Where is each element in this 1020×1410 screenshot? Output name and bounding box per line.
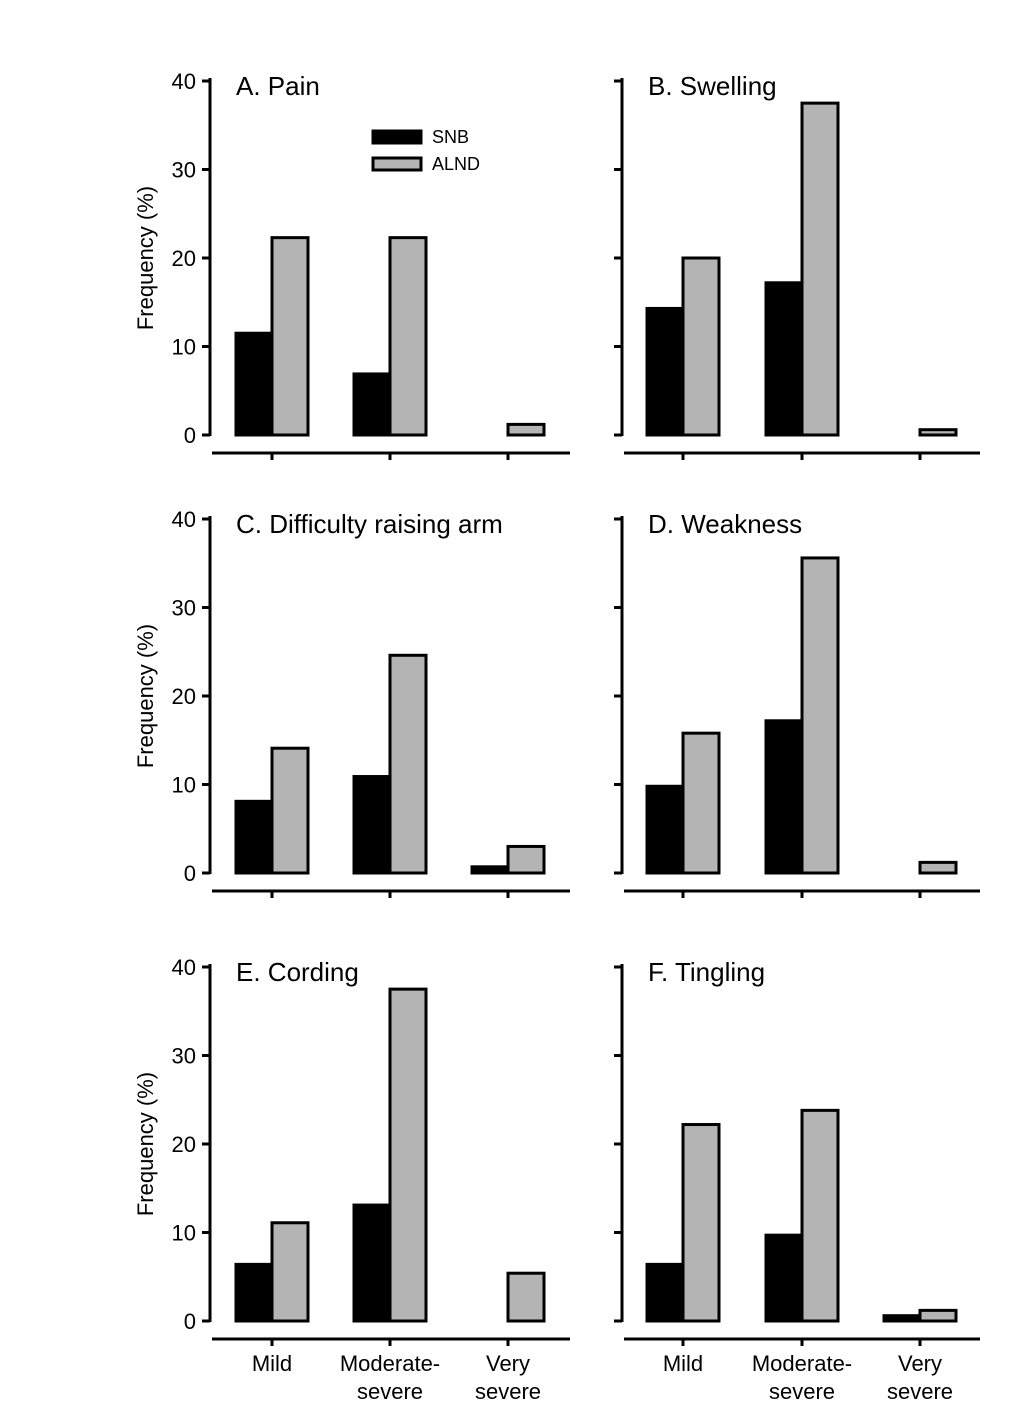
bar-alnd-mild [270,746,310,875]
bar-snb-moderate-severe [352,372,392,437]
bar-snb-mild [234,799,274,875]
y-tick-label: 10 [172,335,196,360]
y-axis-label: Frequency (%) [133,1072,158,1216]
y-tick-label: 10 [172,773,196,798]
bar-snb-moderate-severe [764,281,804,437]
bar-alnd-mild [270,1221,310,1323]
x-category-label: Moderate- [340,1351,440,1376]
bar-alnd-very-severe [506,1271,546,1323]
bar-alnd-moderate-severe [388,236,428,437]
panel-title: E. Cording [236,957,359,987]
panel-title: B. Swelling [648,71,777,101]
bar-snb-moderate-severe [352,1203,392,1323]
bar-snb-mild [645,306,685,437]
panel-A: 0 10 20 30 40 Frequency (%) A. Pain [133,69,570,460]
legend-label-snb: SNB [432,127,469,147]
bar-alnd-moderate-severe [388,987,428,1323]
bar-alnd-very-severe [506,422,546,437]
x-category-label: Very [898,1351,942,1376]
bar-snb-moderate-severe [352,775,392,875]
bar-alnd-mild [681,731,721,875]
bar-alnd-mild [681,1123,721,1323]
y-tick-label: 0 [184,861,196,886]
y-tick-label: 30 [172,158,196,183]
x-category-label: Moderate- [752,1351,852,1376]
y-tick-label: 40 [172,507,196,532]
y-tick-label: 0 [184,1309,196,1334]
bar-alnd-moderate-severe [800,1108,840,1323]
bar-snb-moderate-severe [764,719,804,875]
panel-F: F. Tingling Mild Moderate-severe Very severe [614,957,980,1404]
y-tick-label: 30 [172,1044,196,1069]
x-category-label: Very [486,1351,530,1376]
bar-alnd-mild [681,256,721,437]
panel-D: D. Weakness [614,509,980,898]
bar-snb-very-severe [470,865,510,875]
x-category-label: severe [475,1379,541,1404]
x-category-label: severe [769,1379,835,1404]
panel-title: F. Tingling [648,957,765,987]
panel-title: D. Weakness [648,509,802,539]
y-tick-label: 20 [172,684,196,709]
legend-label-alnd: ALND [432,154,480,174]
legend: SNB ALND [371,127,480,174]
y-tick-label: 40 [172,955,196,980]
y-tick-label: 40 [172,69,196,94]
y-tick-label: 0 [184,423,196,448]
bar-snb-mild [234,1262,274,1323]
panel-title: A. Pain [236,71,320,101]
bar-alnd-very-severe [506,844,546,875]
bar-alnd-moderate-severe [388,653,428,875]
x-category-label: Mild [663,1351,703,1376]
legend-swatch-alnd [371,156,423,172]
y-axis-label: Frequency (%) [133,186,158,330]
bar-snb-moderate-severe [764,1233,804,1323]
bar-alnd-moderate-severe [800,101,840,437]
y-tick-label: 10 [172,1221,196,1246]
bar-alnd-moderate-severe [800,556,840,875]
x-category-label: severe [887,1379,953,1404]
legend-swatch-snb [371,129,423,145]
x-category-label: severe [357,1379,423,1404]
bar-alnd-very-severe [918,428,958,437]
y-tick-label: 30 [172,596,196,621]
y-tick-label: 20 [172,246,196,271]
panel-B: B. Swelling [614,71,980,460]
y-tick-label: 20 [172,1132,196,1157]
y-axis-label: Frequency (%) [133,624,158,768]
panel-E: 0 10 20 30 40 Frequency (%) E. Cording Mild Mode… [133,955,570,1404]
panel-title: C. Difficulty raising arm [236,509,503,539]
panel-C: 0 10 20 30 40 Frequency (%) C. Difficulty rais… [133,507,570,898]
bar-alnd-very-severe [918,1308,958,1323]
x-category-label: Mild [252,1351,292,1376]
bar-snb-mild [645,1262,685,1323]
bar-alnd-very-severe [918,860,958,875]
bar-snb-mild [645,784,685,875]
bar-alnd-mild [270,236,310,437]
bar-snb-mild [234,331,274,437]
bar-snb-very-severe [882,1314,922,1323]
